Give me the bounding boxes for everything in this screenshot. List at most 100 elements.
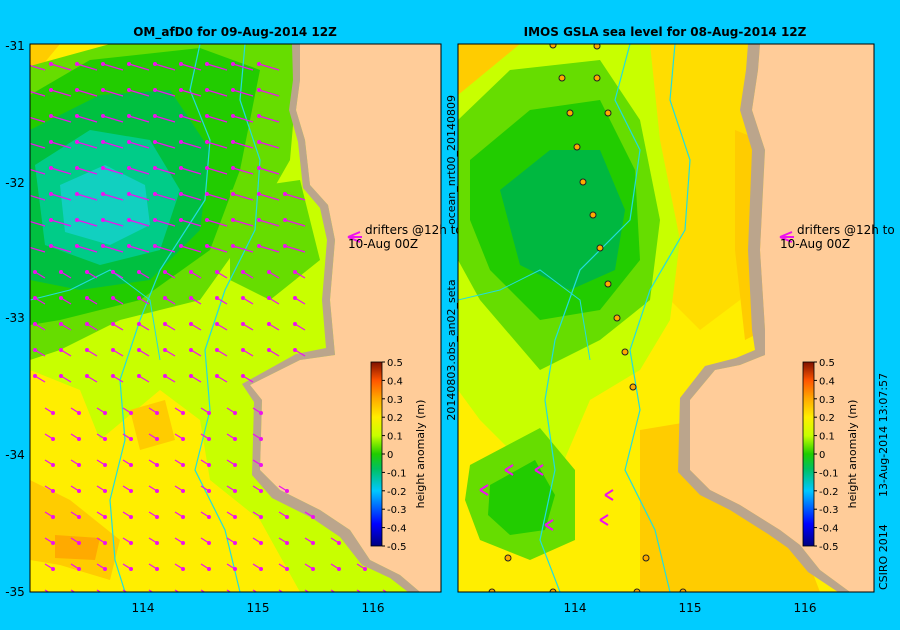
drifter-marker bbox=[593, 44, 601, 50]
current-arrow-head bbox=[101, 62, 105, 66]
current-arrow-head bbox=[311, 593, 315, 597]
drifter-marker bbox=[604, 109, 612, 117]
current-arrow-head bbox=[259, 515, 263, 519]
right-xtick-116: 116 bbox=[794, 601, 817, 615]
left-ytick-m34: -34 bbox=[5, 448, 25, 462]
current-arrow-head bbox=[129, 489, 133, 493]
current-arrow-head bbox=[231, 244, 235, 248]
current-arrow-head bbox=[207, 515, 211, 519]
current-arrow-head bbox=[257, 62, 261, 66]
current-arrow-head bbox=[179, 218, 183, 222]
current-arrow-head bbox=[127, 166, 131, 170]
current-arrow-head bbox=[51, 567, 55, 571]
current-arrow bbox=[102, 245, 124, 253]
current-arrow bbox=[180, 115, 202, 123]
left-orange-mid bbox=[130, 400, 175, 450]
right-map-area bbox=[458, 44, 874, 592]
current-arrow-head bbox=[23, 166, 27, 170]
left-bathy-contour-3 bbox=[30, 269, 161, 361]
current-arrow-head bbox=[127, 62, 131, 66]
current-arrow-head bbox=[337, 567, 341, 571]
current-arrow-head bbox=[205, 192, 209, 196]
colorbar-tick-label: 0.4 bbox=[387, 376, 403, 387]
current-arrow-head bbox=[267, 348, 271, 352]
current-arrow bbox=[154, 141, 176, 149]
current-arrow-head bbox=[77, 411, 81, 415]
current-arrow-head bbox=[129, 593, 133, 597]
current-arrow-head bbox=[283, 218, 287, 222]
left-bathy-contour-1 bbox=[109, 44, 211, 592]
drifter-marker bbox=[579, 178, 587, 186]
current-arrow bbox=[30, 194, 46, 201]
current-arrow-head bbox=[101, 244, 105, 248]
current-arrow-head bbox=[257, 218, 261, 222]
left-ytick-m32: -32 bbox=[5, 176, 25, 190]
current-arrow bbox=[232, 193, 254, 201]
current-arrow-head bbox=[85, 374, 89, 378]
current-arrow bbox=[76, 219, 98, 227]
drifter-marker bbox=[604, 280, 612, 288]
current-arrow-head bbox=[207, 463, 211, 467]
current-arrow bbox=[180, 193, 202, 201]
current-arrow bbox=[30, 90, 46, 97]
current-arrow-head bbox=[207, 567, 211, 571]
current-arrow-head bbox=[75, 192, 79, 196]
left-annotation-line1: drifters @12h to bbox=[365, 223, 463, 237]
current-arrow-head bbox=[155, 593, 159, 597]
current-arrow-head bbox=[207, 489, 211, 493]
current-arrow-head bbox=[137, 348, 141, 352]
current-arrow bbox=[258, 219, 280, 227]
current-arrow-head bbox=[179, 88, 183, 92]
left-bathy-contour-2 bbox=[194, 44, 261, 592]
current-arrow-head bbox=[51, 593, 55, 597]
left-orange-north bbox=[30, 44, 60, 66]
current-arrow bbox=[206, 167, 228, 175]
current-arrow bbox=[102, 219, 124, 227]
current-arrow-head bbox=[205, 140, 209, 144]
left-green-coastal bbox=[230, 180, 320, 300]
current-arrow-head bbox=[155, 567, 159, 571]
current-arrow bbox=[232, 167, 254, 175]
current-arrow-head bbox=[111, 270, 115, 274]
current-arrow-head bbox=[259, 489, 263, 493]
current-arrow-head bbox=[241, 348, 245, 352]
current-arrow bbox=[174, 589, 180, 592]
current-arrow-head bbox=[231, 166, 235, 170]
right-xtick-115: 115 bbox=[679, 601, 702, 615]
current-arrow bbox=[382, 589, 388, 592]
current-arrow-head bbox=[231, 192, 235, 196]
colorbar-tick-label: 0.5 bbox=[819, 358, 835, 369]
current-arrow-head bbox=[49, 166, 53, 170]
current-arrow bbox=[96, 589, 102, 592]
current-arrow bbox=[50, 63, 72, 71]
left-colorbar-ticks: 0.5 0.4 0.3 0.2 0.1 0 -0.1 -0.2 -0.3 -0.4 -0.5 bbox=[382, 358, 407, 553]
current-arrow-head bbox=[207, 437, 211, 441]
current-arrow-head bbox=[153, 88, 157, 92]
current-arrow-head bbox=[231, 88, 235, 92]
current-arrow bbox=[50, 245, 72, 253]
current-arrow-head bbox=[181, 437, 185, 441]
current-arrow-head bbox=[267, 296, 271, 300]
current-arrow-head bbox=[129, 411, 133, 415]
current-arrow-head bbox=[75, 140, 79, 144]
current-arrow bbox=[180, 219, 202, 227]
right-land bbox=[690, 44, 874, 592]
current-arrow-head bbox=[257, 114, 261, 118]
drifter-marker bbox=[549, 588, 557, 592]
current-arrow-head bbox=[259, 593, 263, 597]
current-arrow-head bbox=[205, 218, 209, 222]
current-arrow bbox=[232, 63, 254, 71]
current-arrow bbox=[148, 589, 154, 592]
current-arrow-head bbox=[77, 567, 81, 571]
current-arrow bbox=[30, 168, 46, 175]
current-arrow bbox=[200, 589, 206, 592]
right-green-core bbox=[500, 150, 625, 290]
current-arrow-head bbox=[77, 593, 81, 597]
current-arrow bbox=[258, 141, 280, 149]
current-arrow bbox=[154, 219, 176, 227]
left-ytick-m33: -33 bbox=[5, 311, 25, 325]
current-arrow-head bbox=[215, 296, 219, 300]
current-arrow bbox=[232, 245, 254, 253]
left-colorbar-label: height anomaly (m) bbox=[414, 400, 427, 509]
